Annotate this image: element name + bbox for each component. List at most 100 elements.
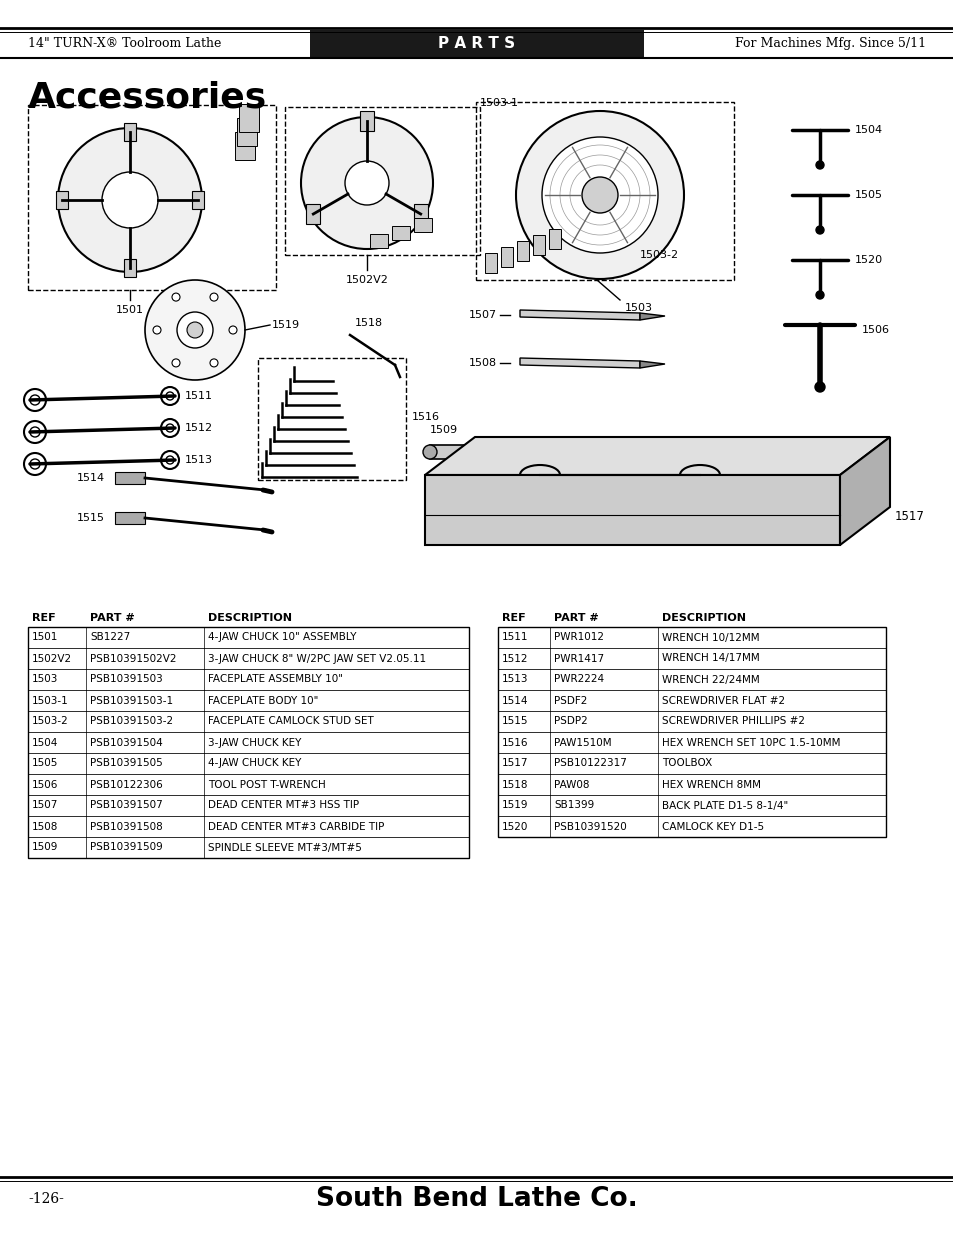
Bar — [28, 105, 275, 290]
Text: SCREWDRIVER FLAT #2: SCREWDRIVER FLAT #2 — [661, 695, 784, 705]
Text: PSB10391508: PSB10391508 — [90, 821, 163, 831]
Text: 1513: 1513 — [501, 674, 528, 684]
Circle shape — [210, 293, 218, 301]
Text: PSDF2: PSDF2 — [554, 695, 587, 705]
Text: 1502V2: 1502V2 — [345, 275, 388, 285]
Text: 1517: 1517 — [501, 758, 528, 768]
Bar — [497, 753, 885, 774]
Polygon shape — [424, 437, 889, 475]
Bar — [239, 104, 258, 132]
Text: 1516: 1516 — [501, 737, 528, 747]
Text: PSB10391520: PSB10391520 — [554, 821, 626, 831]
Text: 1506: 1506 — [862, 325, 889, 335]
Circle shape — [814, 382, 824, 391]
Text: PSB10122306: PSB10122306 — [90, 779, 163, 789]
Text: South Bend Lathe Co.: South Bend Lathe Co. — [315, 1186, 638, 1212]
Bar — [28, 774, 469, 795]
Text: HEX WRENCH SET 10PC 1.5-10MM: HEX WRENCH SET 10PC 1.5-10MM — [661, 737, 840, 747]
Text: 1515: 1515 — [77, 513, 105, 522]
Bar — [484, 253, 497, 273]
Text: REF: REF — [501, 613, 525, 622]
Text: 1508: 1508 — [468, 358, 497, 368]
Text: Accessories: Accessories — [28, 80, 267, 114]
Text: FACEPLATE BODY 10": FACEPLATE BODY 10" — [208, 695, 318, 705]
Text: 1503-2: 1503-2 — [639, 249, 679, 261]
Bar — [392, 226, 410, 240]
Text: SCREWDRIVER PHILLIPS #2: SCREWDRIVER PHILLIPS #2 — [661, 716, 804, 726]
Text: CAMLOCK KEY D1-5: CAMLOCK KEY D1-5 — [661, 821, 763, 831]
Circle shape — [30, 395, 40, 405]
Text: FACEPLATE ASSEMBLY 10": FACEPLATE ASSEMBLY 10" — [208, 674, 343, 684]
Text: DEAD CENTER MT#3 HSS TIP: DEAD CENTER MT#3 HSS TIP — [208, 800, 358, 810]
Text: PSB10391502V2: PSB10391502V2 — [90, 653, 176, 663]
Circle shape — [166, 424, 173, 432]
Text: 1504: 1504 — [32, 737, 58, 747]
Text: PSB10391509: PSB10391509 — [90, 842, 163, 852]
Bar — [124, 124, 136, 141]
Circle shape — [166, 391, 173, 400]
Text: BACK PLATE D1-5 8-1/4": BACK PLATE D1-5 8-1/4" — [661, 800, 787, 810]
Text: DESCRIPTION: DESCRIPTION — [661, 613, 745, 622]
Bar — [497, 627, 885, 648]
Text: DEAD CENTER MT#3 CARBIDE TIP: DEAD CENTER MT#3 CARBIDE TIP — [208, 821, 384, 831]
Circle shape — [161, 387, 179, 405]
Text: 1512: 1512 — [185, 424, 213, 433]
Bar — [497, 795, 885, 816]
Bar — [497, 669, 885, 690]
Polygon shape — [519, 310, 639, 320]
Text: 14" TURN-X® Toolroom Lathe: 14" TURN-X® Toolroom Lathe — [28, 37, 221, 49]
Text: 1509: 1509 — [32, 842, 58, 852]
Text: PWR1012: PWR1012 — [554, 632, 603, 642]
Text: FACEPLATE CAMLOCK STUD SET: FACEPLATE CAMLOCK STUD SET — [208, 716, 374, 726]
Text: 4-JAW CHUCK 10" ASSEMBLY: 4-JAW CHUCK 10" ASSEMBLY — [208, 632, 356, 642]
Text: -126-: -126- — [28, 1192, 64, 1207]
Circle shape — [564, 447, 575, 457]
Polygon shape — [639, 312, 664, 320]
Bar — [28, 795, 469, 816]
Text: PSB10391503-2: PSB10391503-2 — [90, 716, 172, 726]
Polygon shape — [840, 437, 889, 545]
Text: P A R T S: P A R T S — [438, 36, 515, 51]
Text: 1519: 1519 — [272, 320, 300, 330]
Polygon shape — [115, 472, 145, 484]
Text: 1504: 1504 — [854, 125, 882, 135]
Text: 1518: 1518 — [501, 779, 528, 789]
Polygon shape — [639, 361, 664, 368]
Circle shape — [815, 226, 823, 233]
Text: 1508: 1508 — [32, 821, 58, 831]
Text: SB1399: SB1399 — [554, 800, 594, 810]
Text: PSDP2: PSDP2 — [554, 716, 587, 726]
Polygon shape — [115, 513, 145, 524]
Circle shape — [161, 419, 179, 437]
Text: TOOL POST T-WRENCH: TOOL POST T-WRENCH — [208, 779, 325, 789]
Text: REF: REF — [32, 613, 55, 622]
Text: 1516: 1516 — [412, 412, 439, 422]
Text: 1503-1: 1503-1 — [479, 98, 518, 107]
Bar — [517, 241, 529, 261]
Bar — [28, 690, 469, 711]
Text: 1501: 1501 — [116, 305, 144, 315]
Text: 1503: 1503 — [624, 303, 652, 312]
Circle shape — [301, 117, 433, 249]
Text: 1511: 1511 — [501, 632, 528, 642]
Circle shape — [30, 427, 40, 437]
Bar — [497, 816, 885, 837]
Text: 1502V2: 1502V2 — [32, 653, 72, 663]
Circle shape — [24, 453, 46, 475]
Text: 1501: 1501 — [32, 632, 58, 642]
Text: 1509: 1509 — [430, 425, 457, 435]
Bar — [497, 627, 885, 837]
Text: SB1227: SB1227 — [90, 632, 131, 642]
Circle shape — [24, 421, 46, 443]
Text: 1518: 1518 — [355, 317, 383, 329]
Text: 1505: 1505 — [32, 758, 58, 768]
Text: 3-JAW CHUCK 8" W/2PC JAW SET V2.05.11: 3-JAW CHUCK 8" W/2PC JAW SET V2.05.11 — [208, 653, 426, 663]
Bar — [497, 774, 885, 795]
Circle shape — [210, 359, 218, 367]
Text: 1511: 1511 — [185, 391, 213, 401]
Bar — [306, 204, 320, 224]
Text: TOOLBOX: TOOLBOX — [661, 758, 712, 768]
Bar — [28, 837, 469, 858]
Circle shape — [166, 456, 173, 464]
Text: 1503: 1503 — [32, 674, 58, 684]
